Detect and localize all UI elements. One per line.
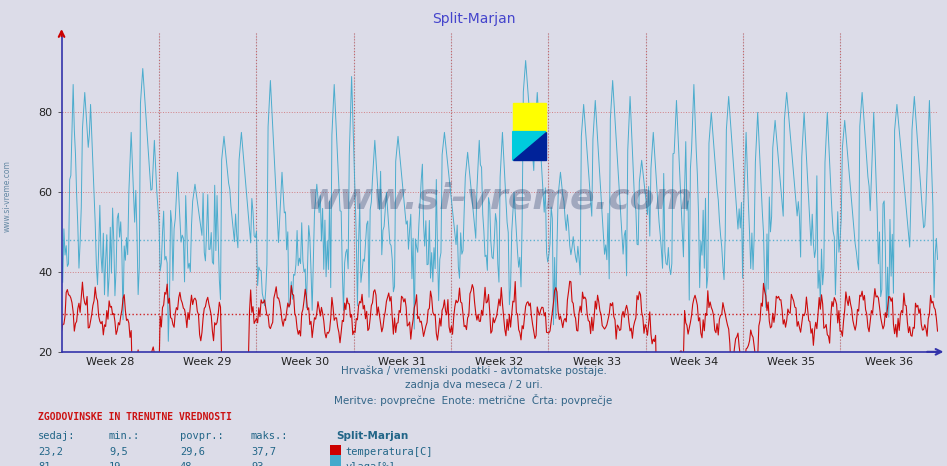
Polygon shape [512,103,546,131]
Text: sedaj:: sedaj: [38,431,76,441]
Text: Split-Marjan: Split-Marjan [432,12,515,26]
Polygon shape [512,131,546,160]
Text: www.si-vreme.com: www.si-vreme.com [3,160,12,232]
Text: Hrvaška / vremenski podatki - avtomatske postaje.: Hrvaška / vremenski podatki - avtomatske… [341,366,606,377]
Text: 48: 48 [180,462,192,466]
Text: ZGODOVINSKE IN TRENUTNE VREDNOSTI: ZGODOVINSKE IN TRENUTNE VREDNOSTI [38,412,232,422]
Text: temperatura[C]: temperatura[C] [346,447,433,457]
Polygon shape [512,131,546,160]
Text: min.:: min.: [109,431,140,441]
Text: maks.:: maks.: [251,431,289,441]
Text: Meritve: povprečne  Enote: metrične  Črta: povprečje: Meritve: povprečne Enote: metrične Črta:… [334,394,613,406]
Text: zadnja dva meseca / 2 uri.: zadnja dva meseca / 2 uri. [404,380,543,390]
Text: vlaga[%]: vlaga[%] [346,462,396,466]
Text: 37,7: 37,7 [251,447,276,457]
Text: 9,5: 9,5 [109,447,128,457]
Text: 93: 93 [251,462,263,466]
Text: 19: 19 [109,462,121,466]
Text: povpr.:: povpr.: [180,431,223,441]
Text: 29,6: 29,6 [180,447,205,457]
Text: Split-Marjan: Split-Marjan [336,431,408,441]
Text: www.si-vreme.com: www.si-vreme.com [307,182,692,216]
Text: 81: 81 [38,462,50,466]
Text: 23,2: 23,2 [38,447,63,457]
